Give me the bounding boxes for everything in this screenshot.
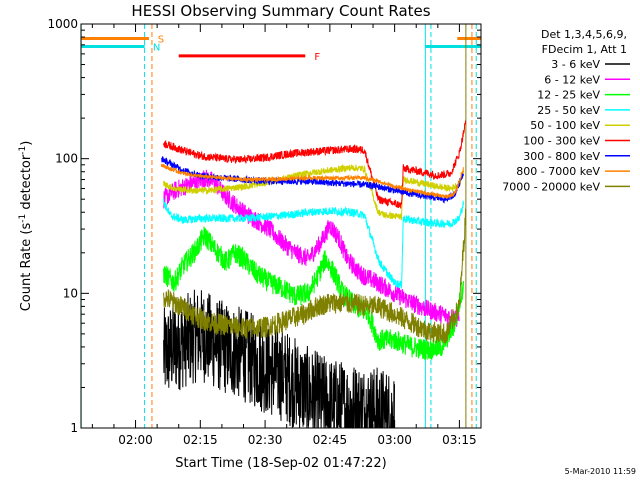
legend-items: 3 - 6 keV 6 - 12 keV 12 - 25 keV 25 - 50 ke…	[502, 58, 630, 193]
x-axis-label: Start Time (18-Sep-02 01:47:22)	[175, 456, 386, 471]
series-line-8	[163, 208, 467, 344]
legend-label: 25 - 50 keV	[537, 104, 600, 117]
y-label-sup-2: -1	[18, 146, 28, 155]
y-tick-label: 100	[55, 152, 78, 166]
x-tick-label: 02:00	[118, 433, 153, 447]
y-label-end: )	[19, 141, 34, 146]
x-tick-label: 02:45	[313, 433, 348, 447]
y-label-base: Count Rate (s	[19, 223, 34, 312]
flags-layer: SN F	[81, 35, 481, 63]
y-tick-label: 10	[63, 286, 78, 300]
legend-header-line-2: FDecim 1, Att 1	[542, 43, 627, 56]
plot-frame	[80, 23, 482, 429]
series-line-1	[163, 169, 460, 327]
x-tick-label: 03:00	[377, 433, 412, 447]
series-line-5	[163, 120, 467, 209]
legend-label: 100 - 300 keV	[523, 135, 600, 148]
legend-label: 50 - 100 keV	[530, 119, 600, 132]
x-tick-label: 02:30	[248, 433, 283, 447]
x-tick-label: 02:15	[183, 433, 218, 447]
series-line-7	[160, 163, 464, 199]
legend: Det 1,3,4,5,6,9, FDecim 1, Att 1 3 - 6 k…	[502, 28, 630, 193]
flag-label-n: N	[153, 43, 160, 54]
legend-label: 12 - 25 keV	[537, 89, 600, 102]
series-line-4	[163, 163, 465, 221]
legend-label: 3 - 6 keV	[551, 58, 600, 71]
y-axis-label: Count Rate (s-1 detector-1)	[18, 141, 34, 312]
y-label-sup-1: -1	[18, 214, 28, 223]
axes-layer: 02:00 02:15 02:30 02:45 03:00 03:15 1 10 100 1000	[47, 17, 482, 447]
chart-title: HESSI Observing Summary Count Rates	[131, 2, 430, 20]
legend-label: 7000 - 20000 keV	[502, 180, 600, 193]
series-line-2	[163, 226, 465, 360]
legend-label: 800 - 7000 keV	[516, 165, 600, 178]
y-tick-label: 1	[70, 421, 78, 435]
flag-label-s: S	[158, 35, 164, 46]
plot-timestamp: 5-Mar-2010 11:59	[565, 467, 636, 476]
legend-header-line-1: Det 1,3,4,5,6,9,	[541, 28, 627, 41]
legend-label: 6 - 12 keV	[544, 73, 600, 86]
y-label-mid: detector	[19, 154, 34, 214]
x-tick-label: 03:15	[442, 433, 477, 447]
series-layer	[160, 120, 467, 429]
flag-label-f: F	[314, 52, 320, 63]
series-line-3	[163, 198, 465, 289]
time-markers-layer	[80, 24, 477, 428]
legend-label: 300 - 800 keV	[523, 150, 600, 163]
y-tick-label: 1000	[47, 17, 78, 31]
